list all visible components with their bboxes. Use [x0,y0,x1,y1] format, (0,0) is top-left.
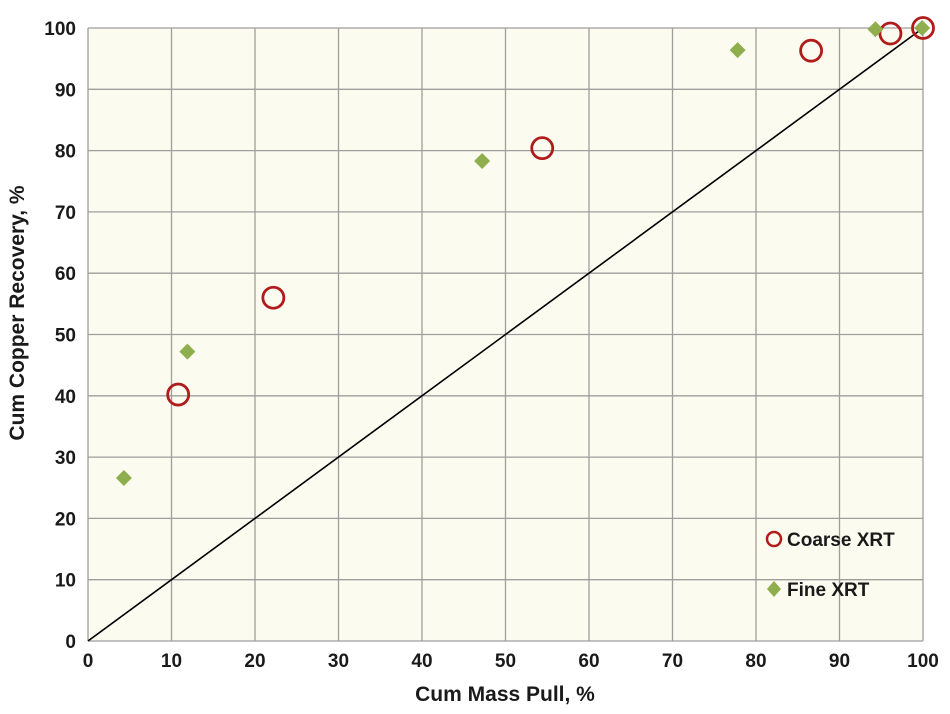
x-tick-label: 20 [244,651,265,672]
series-coarse-xrt [166,16,935,407]
legend-fine-xrt-label: Fine XRT [787,580,870,601]
y-tick-label: 60 [55,264,76,285]
fine-xrt-point [914,20,931,36]
x-axis-ticks: 0 10 20 30 40 50 60 70 80 90 100 [83,651,939,672]
y-tick-label: 40 [55,387,76,408]
fine-xrt-point [474,153,491,170]
y-tick-label: 0 [65,632,76,653]
legend-coarse-xrt-label: Coarse XRT [787,530,895,551]
coarse-xrt-point [799,38,824,63]
coarse-xrt-point [878,21,903,46]
legend-item-coarse-xrt: Coarse XRT [765,530,895,551]
fine-xrt-point [179,343,196,360]
coarse-xrt-point [911,16,935,40]
coarse-xrt-point [261,285,286,310]
x-axis-title: Cum Mass Pull, % [415,683,595,706]
fine-xrt-point [115,469,132,486]
y-tick-label: 80 [55,142,76,163]
x-tick-label: 80 [745,651,766,672]
legend-item-fine-xrt: Fine XRT [767,580,870,601]
legend: Coarse XRT Fine XRT [765,530,895,601]
y-axis-title: Cum Copper Recovery, % [6,185,29,441]
x-tick-label: 10 [161,651,182,672]
x-tick-label: 60 [578,651,599,672]
x-tick-label: 30 [328,651,349,672]
x-tick-label: 40 [411,651,432,672]
series-fine-xrt [115,20,931,486]
x-tick-label: 100 [907,651,939,672]
fine-xrt-point [867,21,884,38]
y-tick-label: 100 [44,19,76,40]
fine-xrt-point [729,42,746,59]
y-tick-label: 20 [55,509,76,530]
legend-coarse-xrt-marker [765,530,783,548]
y-tick-label: 30 [55,448,76,469]
y-tick-label: 90 [55,80,76,101]
legend-fine-xrt-marker [767,581,781,597]
y-tick-label: 70 [55,203,76,224]
coarse-xrt-point [166,382,191,407]
x-tick-label: 50 [495,651,516,672]
data-series [115,16,935,486]
y-tick-label: 10 [55,571,76,592]
x-tick-label: 0 [83,651,94,672]
coarse-xrt-point [530,136,555,161]
reference-line-y-equals-x [87,27,924,642]
x-tick-label: 90 [829,651,850,672]
y-tick-label: 50 [55,326,76,347]
x-tick-label: 70 [662,651,683,672]
gridlines [87,27,924,642]
y-axis-ticks: 0 10 20 30 40 50 60 70 80 90 100 [44,19,76,653]
